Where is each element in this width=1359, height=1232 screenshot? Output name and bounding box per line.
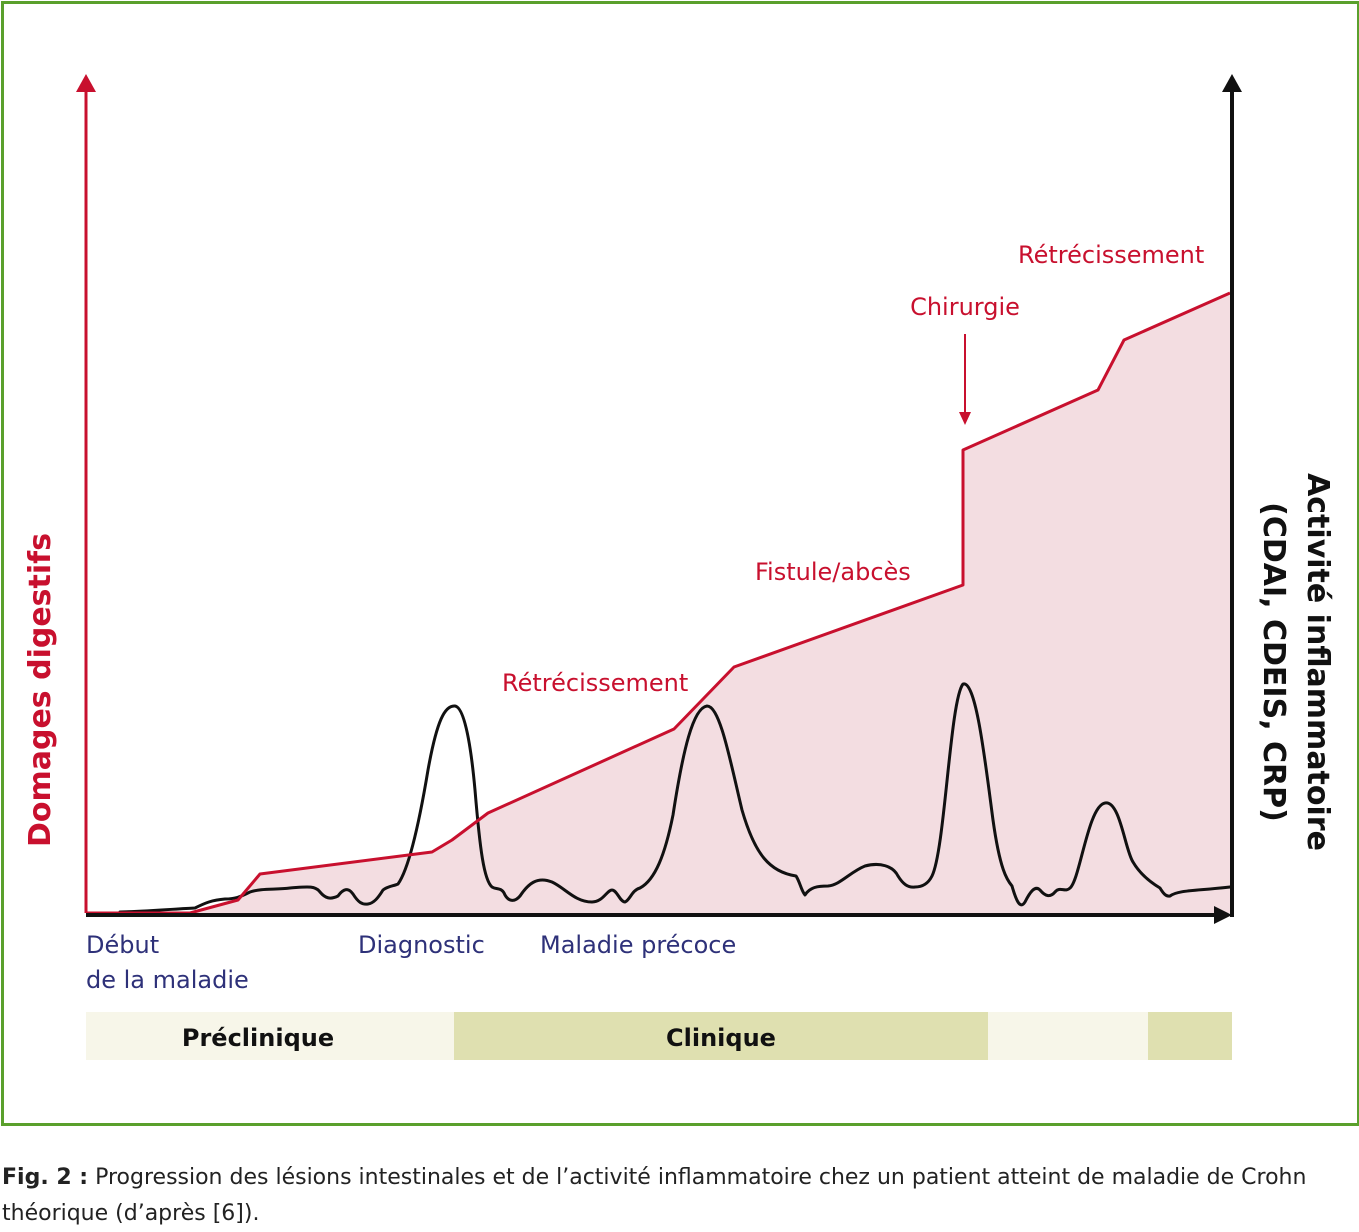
left-axis-label: Domages digestifs (23, 533, 58, 847)
phase-clinique-label: Clinique (666, 1024, 776, 1052)
time-axis-arrow (1214, 906, 1232, 924)
label-retrecissement-2: Rétrécissement (1018, 241, 1204, 269)
inflammatory-activity-curve (118, 682, 1232, 914)
phase-clinique-band (454, 1012, 988, 1060)
chirurgie-arrow-head (959, 412, 971, 425)
phase-preclinique-band (86, 1012, 454, 1060)
caption-label: Fig. 2 : (2, 1165, 89, 1190)
figure-frame (1, 1, 1359, 1126)
label-maladie-precoce: Maladie précoce (540, 931, 736, 959)
damage-line (86, 291, 1231, 915)
right-axis-label-line1: Activité inflammatoire (1300, 473, 1335, 851)
label-retrecissement-1: Rétrécissement (502, 669, 688, 697)
right-axis-arrow (1222, 74, 1242, 92)
right-axis-label-line2: (CDAI, CDEIS, CRP) (1256, 502, 1291, 822)
left-axis-arrow (76, 74, 96, 92)
label-debut-line1: Début (86, 931, 159, 959)
caption-text: Progression des lésions intestinales et … (2, 1165, 1307, 1226)
label-debut-line2: de la maladie (86, 966, 249, 994)
damage-area (86, 293, 1230, 913)
label-chirurgie: Chirurgie (910, 293, 1020, 321)
label-diagnostic: Diagnostic (358, 931, 485, 959)
label-fistule: Fistule/abcès (755, 558, 911, 586)
figure-caption: Fig. 2 : Progression des lésions intesti… (2, 1160, 1358, 1232)
crohn-progression-diagram: Domages digestifs Activité inflammatoire… (23, 74, 1335, 1060)
phase-dark-band (1148, 1012, 1232, 1060)
phase-light-band (988, 1012, 1148, 1060)
phase-preclinique-label: Préclinique (182, 1024, 334, 1052)
